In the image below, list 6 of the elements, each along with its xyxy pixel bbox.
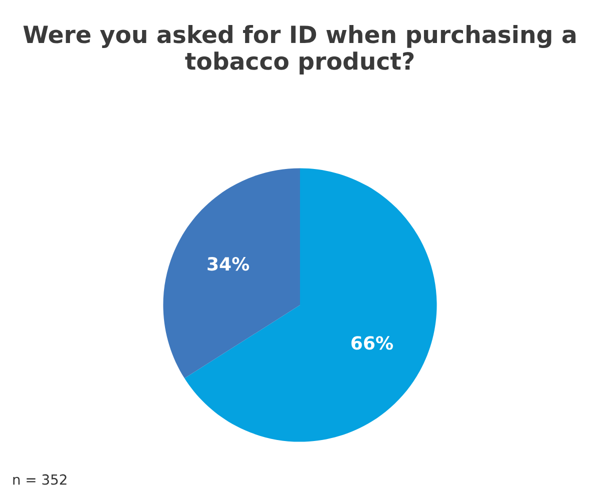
data-label: 34% (208, 257, 250, 271)
pie-slice (163, 168, 300, 378)
chart-title: Were you asked for ID when purchasing a tobacco product? (23, 25, 576, 74)
text: n = 352 (13, 474, 66, 485)
pie-slice (184, 168, 437, 442)
data-label: 66% (351, 336, 393, 350)
